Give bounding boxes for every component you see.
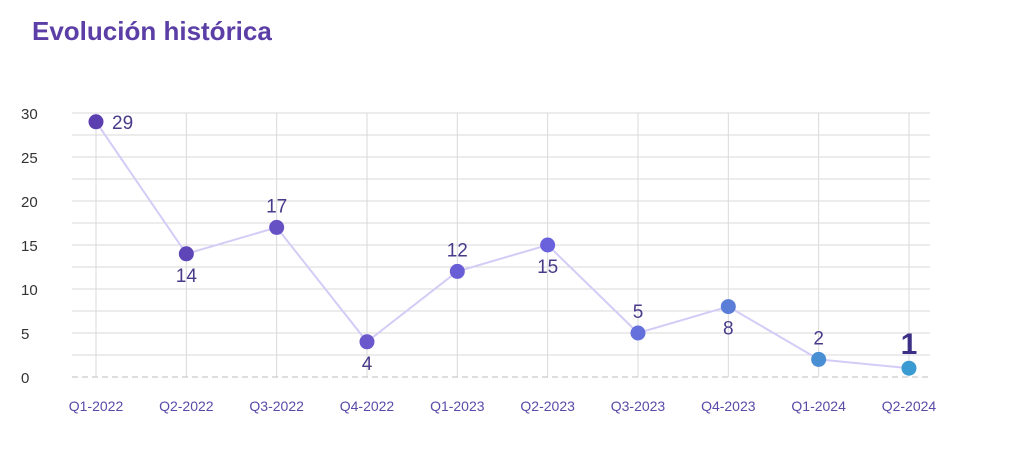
data-label: 2 [813,328,824,349]
data-label: 8 [723,319,734,340]
data-label: 14 [176,266,198,287]
x-tick-label: Q4-2023 [701,398,756,414]
x-tick-label: Q1-2022 [69,398,124,414]
y-tick-label: 0 [21,370,29,387]
y-tick-label: 20 [21,194,38,211]
data-label: 17 [266,196,287,217]
y-tick-label: 10 [21,282,38,299]
data-point [720,299,736,315]
data-point [359,334,375,350]
series-line [95,121,910,370]
data-label: 12 [447,240,468,261]
x-tick-label: Q1-2023 [430,398,485,414]
y-tick-label: 15 [21,238,38,255]
x-tick-label: Q2-2024 [882,398,937,414]
y-tick-label: 25 [21,150,38,167]
data-point [901,360,917,376]
data-point [811,351,827,367]
data-label: 5 [633,302,644,323]
data-label: 15 [537,257,558,278]
data-point [88,114,104,130]
x-tick-label: Q1-2024 [791,398,846,414]
y-tick-label: 5 [21,326,29,343]
x-tick-label: Q2-2022 [159,398,214,414]
data-point [449,263,465,279]
data-label: 29 [112,113,133,134]
data-label: 1 [901,328,918,361]
x-tick-label: Q3-2023 [611,398,666,414]
data-label: 4 [362,354,373,375]
chart-title: Evolución histórica [32,16,272,46]
data-point [269,219,285,235]
y-tick-label: 30 [21,106,38,123]
data-point [540,237,556,253]
x-tick-label: Q2-2023 [520,398,575,414]
data-point [630,325,646,341]
data-point [178,246,194,262]
x-tick-label: Q4-2022 [340,398,395,414]
x-tick-label: Q3-2022 [249,398,304,414]
